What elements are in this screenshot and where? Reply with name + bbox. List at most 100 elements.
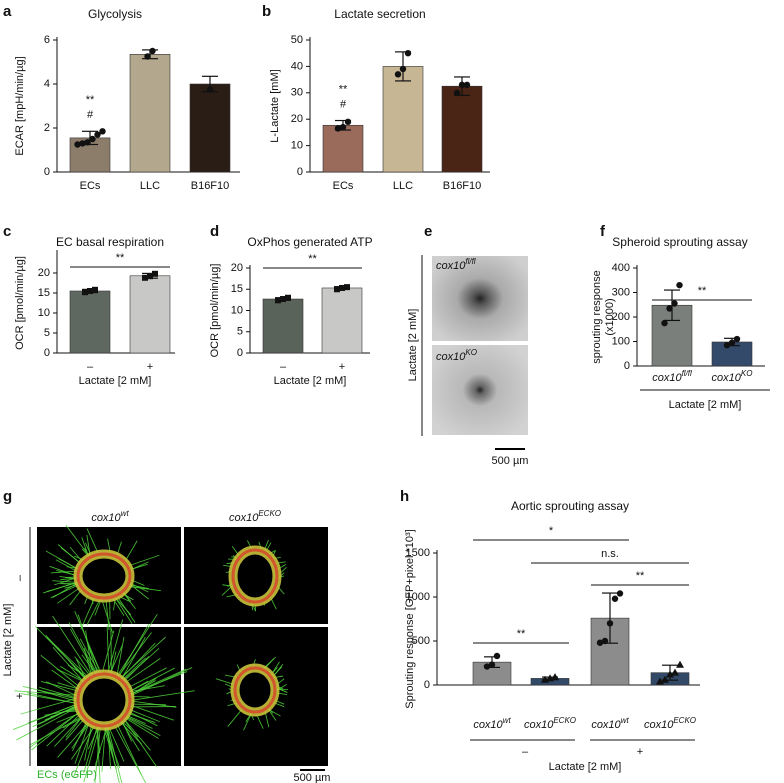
x-tick-label: – [280, 361, 287, 373]
data-point [463, 81, 471, 89]
data-point [596, 639, 604, 646]
y-tick-label: 100 [612, 335, 630, 347]
sprout [110, 627, 112, 676]
y-tick-label: 10 [291, 140, 303, 152]
y-axis-label: sprouting response [591, 270, 603, 364]
data-point [488, 661, 496, 668]
organoid-ring [233, 666, 277, 714]
label-base: cox10 [524, 719, 554, 731]
caption: ECs (eGFP) [37, 769, 97, 781]
sprout [122, 656, 150, 683]
image-label: cox10fl/fl [436, 257, 476, 272]
micrograph-grid [12, 525, 328, 783]
row-label: + [14, 693, 26, 699]
significance-label: ** [116, 252, 125, 264]
bar [322, 124, 364, 173]
x-tick-label: cox10KO [712, 369, 753, 384]
sprout [124, 715, 153, 729]
organoid-ring [76, 672, 132, 728]
bar [441, 85, 483, 173]
data-point [728, 339, 736, 346]
y-tick-label: 400 [612, 262, 630, 274]
x-axis-label: Lactate [2 mM] [669, 399, 742, 411]
data-point [206, 86, 214, 93]
sprout [100, 597, 114, 634]
chart-title: Aortic sprouting assay [511, 499, 629, 513]
panel-label: h [400, 488, 409, 505]
sprout [65, 717, 86, 741]
scale-bar-label: 500 µm [492, 455, 529, 467]
sprout [57, 586, 82, 604]
data-point [339, 284, 345, 291]
data-point [399, 65, 407, 73]
data-point [676, 281, 683, 289]
sprout [102, 725, 117, 769]
label-superscript: wt [503, 716, 512, 725]
label-base: cox10 [712, 372, 742, 384]
sprout [40, 654, 82, 689]
sprout [96, 724, 101, 783]
y-tick-label: 300 [612, 286, 630, 298]
sprout [70, 724, 97, 760]
data-point [84, 139, 91, 146]
y-tick-label: 1500 [406, 547, 430, 559]
sprout [65, 525, 91, 558]
x-axis-label: Lactate [2 mM] [549, 761, 622, 773]
data-point [606, 620, 614, 627]
y-tick-label: 5 [237, 326, 243, 338]
sprout [105, 597, 110, 631]
micrograph [37, 527, 181, 624]
y-axis-label: Sprouting response [GFP+pixel *10³] [404, 529, 416, 708]
data-point [611, 595, 619, 602]
sprout [129, 677, 157, 697]
sprout [72, 719, 88, 752]
x-tick-label: cox10ECKO [644, 716, 696, 731]
data-point [616, 590, 624, 597]
sprout [52, 615, 93, 677]
data-point [551, 673, 559, 681]
organoid-ring [231, 548, 279, 604]
label-superscript: KO [465, 348, 477, 357]
x-tick-label: cox10wt [591, 716, 629, 731]
sprout [122, 717, 151, 751]
significance-mark: ** [86, 94, 95, 106]
micrograph [432, 256, 528, 341]
sprout [101, 630, 115, 675]
data-point [334, 286, 340, 293]
bar [382, 66, 424, 173]
sprout [123, 716, 159, 739]
y-tick-label: 15 [231, 283, 243, 295]
significance-label: * [549, 525, 554, 537]
sprout [84, 722, 93, 761]
y-tick-label: 5 [44, 327, 50, 339]
panel-label: d [210, 223, 219, 240]
label-base: cox10 [591, 719, 621, 731]
micrograph [184, 527, 328, 624]
sprout [83, 725, 101, 783]
significance-label: n.s. [601, 548, 619, 560]
x-tick-label: ECs [333, 180, 354, 192]
label-base: cox10 [436, 260, 466, 272]
sprout [51, 669, 81, 691]
data-point [144, 53, 151, 60]
micrograph [432, 345, 528, 435]
sprout [128, 667, 175, 693]
sprout [50, 706, 80, 718]
significance-label: ** [517, 628, 526, 640]
y-tick-label: 40 [291, 60, 303, 72]
sprout [129, 666, 193, 697]
sprout [129, 700, 177, 708]
sprout [94, 725, 108, 767]
scale-bar-label: 500 µm [294, 772, 331, 783]
sprout [14, 690, 79, 696]
micrograph [184, 627, 328, 766]
sprout [39, 686, 79, 699]
y-axis-label: Lactate [2 mM] [2, 604, 14, 677]
label-superscript: KO [741, 369, 753, 378]
sprout [129, 690, 195, 702]
x-tick-label: cox10wt [473, 716, 511, 731]
y-tick-label: 0 [44, 166, 50, 178]
data-point [79, 140, 86, 147]
sprout [45, 550, 80, 571]
